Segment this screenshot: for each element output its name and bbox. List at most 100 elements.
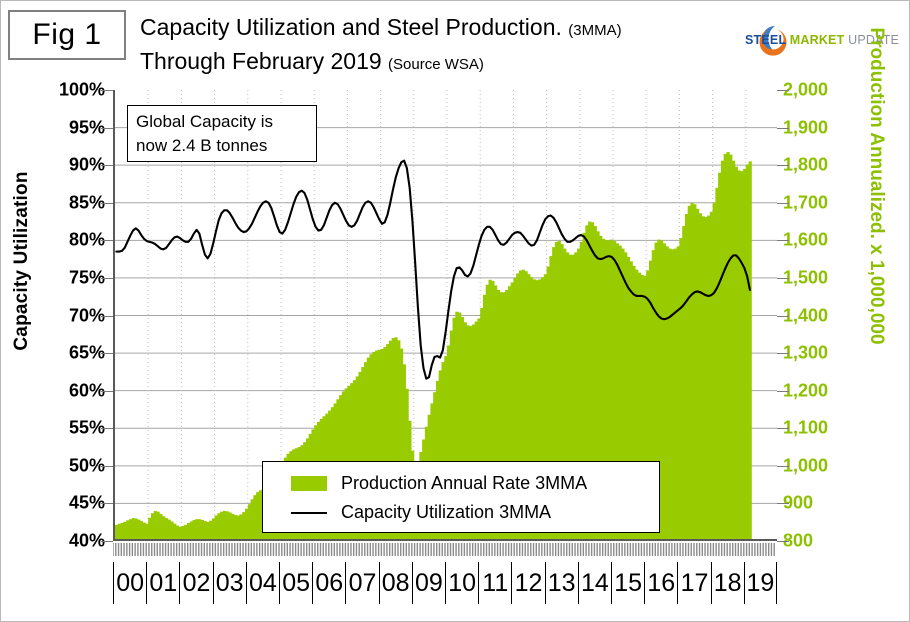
right-axis-tick-label: 800 xyxy=(783,530,814,551)
left-axis-tick-label: 90% xyxy=(68,154,105,175)
x-axis-year-label: 04 xyxy=(245,562,279,604)
legend-label-line: Capacity Utilization 3MMA xyxy=(341,502,552,522)
left-axis-tick-label: 40% xyxy=(68,530,105,551)
steel-market-update-logo: STEEL MARKET UPDATE xyxy=(737,20,899,60)
left-axis-tick xyxy=(101,127,113,129)
left-axis-tick-label: 100% xyxy=(58,79,105,100)
left-axis-tick-label: 50% xyxy=(68,455,105,476)
x-axis-year-label: 17 xyxy=(677,562,710,604)
right-axis-tick-label: 1,500 xyxy=(783,267,829,288)
right-axis-tick-label: 900 xyxy=(783,492,814,513)
left-axis-tick xyxy=(101,90,113,91)
right-axis-tick-label: 1,000 xyxy=(783,455,829,476)
left-axis-tick xyxy=(101,390,113,392)
chart-title-qualifier: (3MMA) xyxy=(568,22,622,39)
chart-title-line-1: Capacity Utilization and Steel Productio… xyxy=(140,12,720,46)
x-axis-year-label: 00 xyxy=(113,562,146,604)
right-axis-tick xyxy=(777,428,789,430)
right-axis-title: Production Annualized. x 1,000,000 xyxy=(866,27,887,345)
right-axis-tick xyxy=(777,390,789,392)
left-axis-tick-label: 85% xyxy=(68,192,105,213)
left-axis-tick xyxy=(101,202,113,204)
x-axis-year-label: 02 xyxy=(179,562,212,604)
legend-item-utilization: Capacity Utilization 3MMA xyxy=(263,498,659,527)
right-axis-tick-label: 1,800 xyxy=(783,154,829,175)
left-axis-tick xyxy=(101,353,113,355)
x-axis-year-label: 10 xyxy=(445,562,478,604)
x-axis-year-label: 11 xyxy=(478,562,511,604)
logo-wordmark: STEEL MARKET UPDATE xyxy=(745,33,899,47)
right-axis-tick xyxy=(777,277,789,279)
chart-title-line-2: Through February 2019 (Source WSA) xyxy=(140,46,720,80)
chart-legend: Production Annual Rate 3MMA Capacity Uti… xyxy=(262,461,660,533)
right-axis-tick xyxy=(777,202,789,204)
left-axis-tick-label: 60% xyxy=(68,380,105,401)
x-axis-year-label: 05 xyxy=(279,562,312,604)
x-axis-year-label: 07 xyxy=(345,562,378,604)
x-axis-year-label: 09 xyxy=(411,562,445,604)
right-axis-tick-label: 2,000 xyxy=(783,79,829,100)
right-axis-tick-label: 1,100 xyxy=(783,417,829,438)
left-axis-tick-label: 95% xyxy=(68,117,105,138)
x-axis-year-labels: 00 01 02 03 04 05 06 07 08 09 10 11 12 13 14 15 16 17 18 19 xyxy=(113,562,777,604)
right-axis-tick-label: 1,900 xyxy=(783,117,829,138)
right-axis-tick xyxy=(777,465,789,467)
chart-title-main: Capacity Utilization and Steel Productio… xyxy=(140,14,562,40)
legend-item-production: Production Annual Rate 3MMA xyxy=(263,469,659,498)
x-axis-year-label: 15 xyxy=(611,562,644,604)
left-axis-tick-label: 45% xyxy=(68,492,105,513)
annotation-line-2: now 2.4 B tonnes xyxy=(136,136,268,155)
chart-title-block: Capacity Utilization and Steel Productio… xyxy=(140,12,720,80)
logo-crescent-icon xyxy=(759,26,788,56)
right-axis-tick xyxy=(777,315,789,317)
annotation-box: Global Capacity is now 2.4 B tonnes xyxy=(127,105,317,162)
x-axis-year-label: 19 xyxy=(743,562,777,604)
left-axis-tick-label: 70% xyxy=(68,305,105,325)
x-axis-year-label: 12 xyxy=(511,562,544,604)
logo-word-update: UPDATE xyxy=(848,33,900,47)
left-axis-tick xyxy=(101,541,113,542)
right-axis-tick xyxy=(777,240,789,242)
left-axis-tick xyxy=(101,503,113,505)
annotation-line-1: Global Capacity is xyxy=(136,112,274,131)
right-axis-tick xyxy=(777,127,789,129)
x-axis-year-label: 06 xyxy=(312,562,345,604)
left-axis-tick-label: 75% xyxy=(68,267,105,288)
left-axis-tick xyxy=(101,465,113,467)
left-axis-tick xyxy=(101,240,113,242)
right-axis-tick xyxy=(777,541,789,542)
right-axis-tick xyxy=(777,503,789,505)
chart-title-source: (Source WSA) xyxy=(388,56,484,73)
right-axis-tick-label: 1,300 xyxy=(783,342,829,363)
logo-word-market: MARKET xyxy=(789,33,845,47)
left-axis-tick xyxy=(101,315,113,317)
right-axis-tick-label: 1,700 xyxy=(783,192,829,213)
x-axis-year-label: 16 xyxy=(644,562,677,604)
x-axis-year-label: 03 xyxy=(212,562,246,604)
x-axis-year-label: 14 xyxy=(577,562,611,604)
x-axis-minor-ticks xyxy=(113,543,775,556)
right-axis-tick xyxy=(777,90,789,91)
x-axis-year-label: 13 xyxy=(544,562,578,604)
right-axis-tick xyxy=(777,353,789,355)
left-axis-tick-label: 80% xyxy=(68,229,105,250)
legend-swatch-bar xyxy=(291,476,327,491)
left-axis: 40% 45% 50% 55% 60% 65% 70% 75% 80% 85% 90% 95% 100% xyxy=(0,80,105,551)
x-axis-year-label: 01 xyxy=(146,562,179,604)
figure-label: Fig 1 xyxy=(32,18,102,51)
legend-label-bar: Production Annual Rate 3MMA xyxy=(341,473,588,493)
left-axis-tick xyxy=(101,428,113,430)
chart-title-period: Through February 2019 xyxy=(140,48,382,74)
left-axis-tick-label: 65% xyxy=(68,342,105,363)
left-axis-title: Capacity Utilization xyxy=(11,171,32,351)
left-axis-tick xyxy=(101,165,113,167)
legend-swatch-line xyxy=(291,511,327,514)
right-axis: 800 900 1,000 1,100 1,200 1,300 1,400 1,500 1,60… xyxy=(783,80,867,551)
x-axis-year-label: 08 xyxy=(378,562,412,604)
left-axis-tick xyxy=(101,277,113,279)
left-axis-tick-label: 55% xyxy=(68,417,105,438)
x-axis-year-label: 18 xyxy=(710,562,744,604)
right-axis-tick-label: 1,200 xyxy=(783,380,829,401)
right-axis-tick-label: 1,600 xyxy=(783,229,829,250)
